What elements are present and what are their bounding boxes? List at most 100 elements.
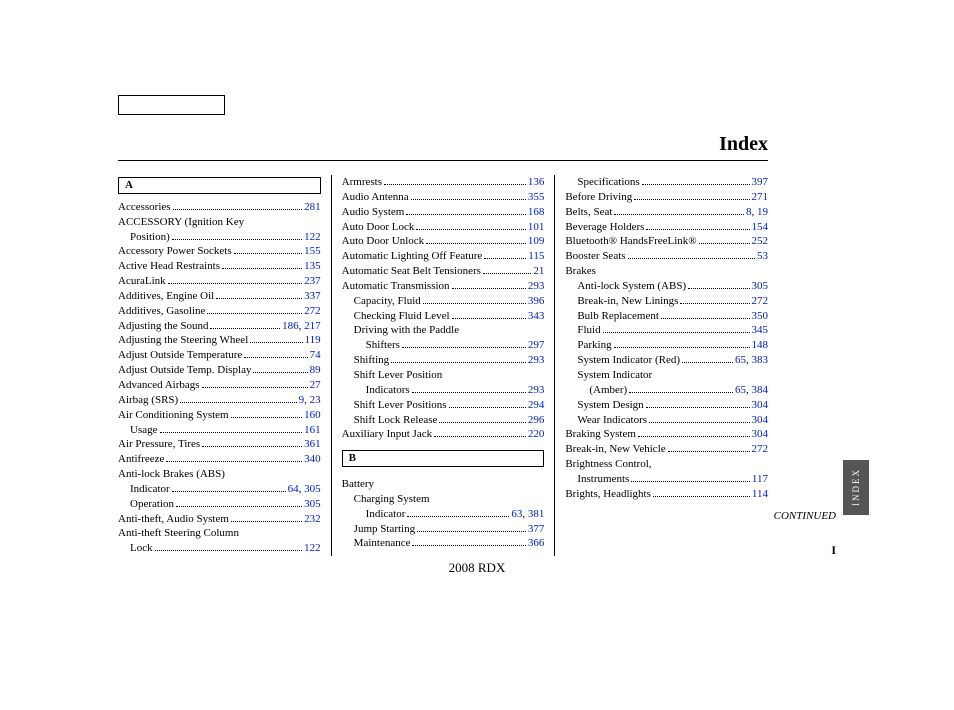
- page-link[interactable]: 119: [305, 334, 321, 346]
- page-link[interactable]: 89: [310, 364, 321, 376]
- entry-label: Air Pressure, Tires: [118, 437, 200, 452]
- index-entry: Audio System 168: [342, 205, 545, 220]
- page-link[interactable]: 305: [304, 498, 321, 510]
- page-link[interactable]: 397: [752, 176, 769, 188]
- page-link[interactable]: 65: [735, 384, 746, 396]
- page-link[interactable]: 383: [752, 354, 769, 366]
- page-link[interactable]: 343: [528, 310, 545, 322]
- page-link[interactable]: 296: [528, 414, 545, 426]
- page-link[interactable]: 271: [752, 191, 769, 203]
- entry-label: Accessory Power Sockets: [118, 244, 232, 259]
- page-link[interactable]: 168: [528, 206, 545, 218]
- page-link[interactable]: 381: [528, 508, 545, 520]
- entry-label: Additives, Gasoline: [118, 304, 205, 319]
- page-link[interactable]: 114: [752, 488, 768, 500]
- index-entry: Active Head Restraints135: [118, 259, 321, 274]
- page-refs: 271: [752, 190, 769, 205]
- page-link[interactable]: 27: [310, 379, 321, 391]
- page-link[interactable]: 122: [304, 231, 321, 243]
- page-link[interactable]: 23: [310, 394, 321, 406]
- page-link[interactable]: 340: [304, 453, 321, 465]
- page-link[interactable]: 355: [528, 191, 545, 203]
- page-refs: 115: [528, 249, 544, 264]
- page-link[interactable]: 237: [304, 275, 321, 287]
- page-link[interactable]: 232: [304, 513, 321, 525]
- page-link[interactable]: 297: [528, 339, 545, 351]
- page-link[interactable]: 186: [282, 320, 299, 332]
- page-link[interactable]: 65: [735, 354, 746, 366]
- entry-label: Audio System: [342, 205, 405, 220]
- page-link[interactable]: 293: [528, 280, 545, 292]
- leader-dots: [166, 461, 302, 462]
- index-entry: Lock122: [118, 541, 321, 556]
- page-link[interactable]: 294: [528, 399, 545, 411]
- page-link[interactable]: 281: [304, 201, 321, 213]
- page-link[interactable]: 350: [752, 310, 769, 322]
- page-refs: 297: [528, 338, 545, 353]
- page-link[interactable]: 220: [528, 428, 545, 440]
- page-link[interactable]: 252: [752, 235, 769, 247]
- leader-dots: [699, 243, 750, 244]
- page-link[interactable]: 304: [752, 399, 769, 411]
- page-link[interactable]: 361: [304, 438, 321, 450]
- page-refs: 281: [304, 200, 321, 215]
- leader-dots: [688, 288, 749, 289]
- entry-label: Checking Fluid Level: [342, 309, 450, 324]
- page-link[interactable]: 305: [752, 280, 769, 292]
- page-link[interactable]: 74: [310, 349, 321, 361]
- entry-label: Auto Door Lock: [342, 220, 415, 235]
- page-link[interactable]: 154: [752, 221, 769, 233]
- page-link[interactable]: 305: [304, 483, 321, 495]
- page-link[interactable]: 345: [752, 324, 769, 336]
- page-link[interactable]: 136: [528, 176, 545, 188]
- page-link[interactable]: 293: [528, 384, 545, 396]
- page-link[interactable]: 304: [752, 414, 769, 426]
- page-link[interactable]: 117: [752, 473, 768, 485]
- leader-dots: [628, 258, 755, 259]
- index-entry: Brights, Headlights 114: [565, 487, 768, 502]
- page-link[interactable]: 217: [304, 320, 321, 332]
- column-2: Armrests136Audio Antenna355Audio System1…: [332, 175, 555, 556]
- page-link[interactable]: 19: [757, 206, 768, 218]
- leader-dots: [202, 446, 302, 447]
- page-link[interactable]: 272: [752, 295, 769, 307]
- entry-label: Airbag (SRS): [118, 393, 178, 408]
- entry-label: Auxiliary Input Jack: [342, 427, 432, 442]
- page-link[interactable]: 337: [304, 290, 321, 302]
- page-link[interactable]: 63: [511, 508, 522, 520]
- entry-label: Specifications: [565, 175, 639, 190]
- page-link[interactable]: 396: [528, 295, 545, 307]
- page-link[interactable]: 272: [752, 443, 769, 455]
- page-link[interactable]: 155: [304, 245, 321, 257]
- page-link[interactable]: 122: [304, 542, 321, 554]
- page-link[interactable]: 384: [752, 384, 769, 396]
- index-entry: Operation305: [118, 497, 321, 512]
- page-refs: 355: [528, 190, 545, 205]
- entry-label: Accessories: [118, 200, 171, 215]
- page-link[interactable]: 135: [304, 260, 321, 272]
- page-link[interactable]: 160: [304, 409, 321, 421]
- page-link[interactable]: 366: [528, 537, 545, 549]
- page-link[interactable]: 115: [528, 250, 544, 262]
- index-entry: Air Pressure, Tires 361: [118, 437, 321, 452]
- entry-label: Anti-theft, Audio System: [118, 512, 229, 527]
- page-link[interactable]: 161: [304, 424, 321, 436]
- page-link[interactable]: 53: [757, 250, 768, 262]
- page-link[interactable]: 21: [533, 265, 544, 277]
- page-refs: 343: [528, 309, 545, 324]
- page-link[interactable]: 293: [528, 354, 545, 366]
- leader-dots: [180, 402, 296, 403]
- page-link[interactable]: 109: [528, 235, 545, 247]
- leader-dots: [426, 243, 526, 244]
- page-refs: 148: [752, 338, 769, 353]
- entry-label: System Indicator (Red): [565, 353, 680, 368]
- page-link[interactable]: 304: [752, 428, 769, 440]
- page-link[interactable]: 64: [288, 483, 299, 495]
- page-link[interactable]: 272: [304, 305, 321, 317]
- page-link[interactable]: 101: [528, 221, 545, 233]
- index-entry: ACCESSORY (Ignition Key: [118, 215, 321, 230]
- page-link[interactable]: 148: [752, 339, 769, 351]
- page-link[interactable]: 377: [528, 523, 545, 535]
- entry-label: Brights, Headlights: [565, 487, 651, 502]
- leader-dots: [449, 407, 526, 408]
